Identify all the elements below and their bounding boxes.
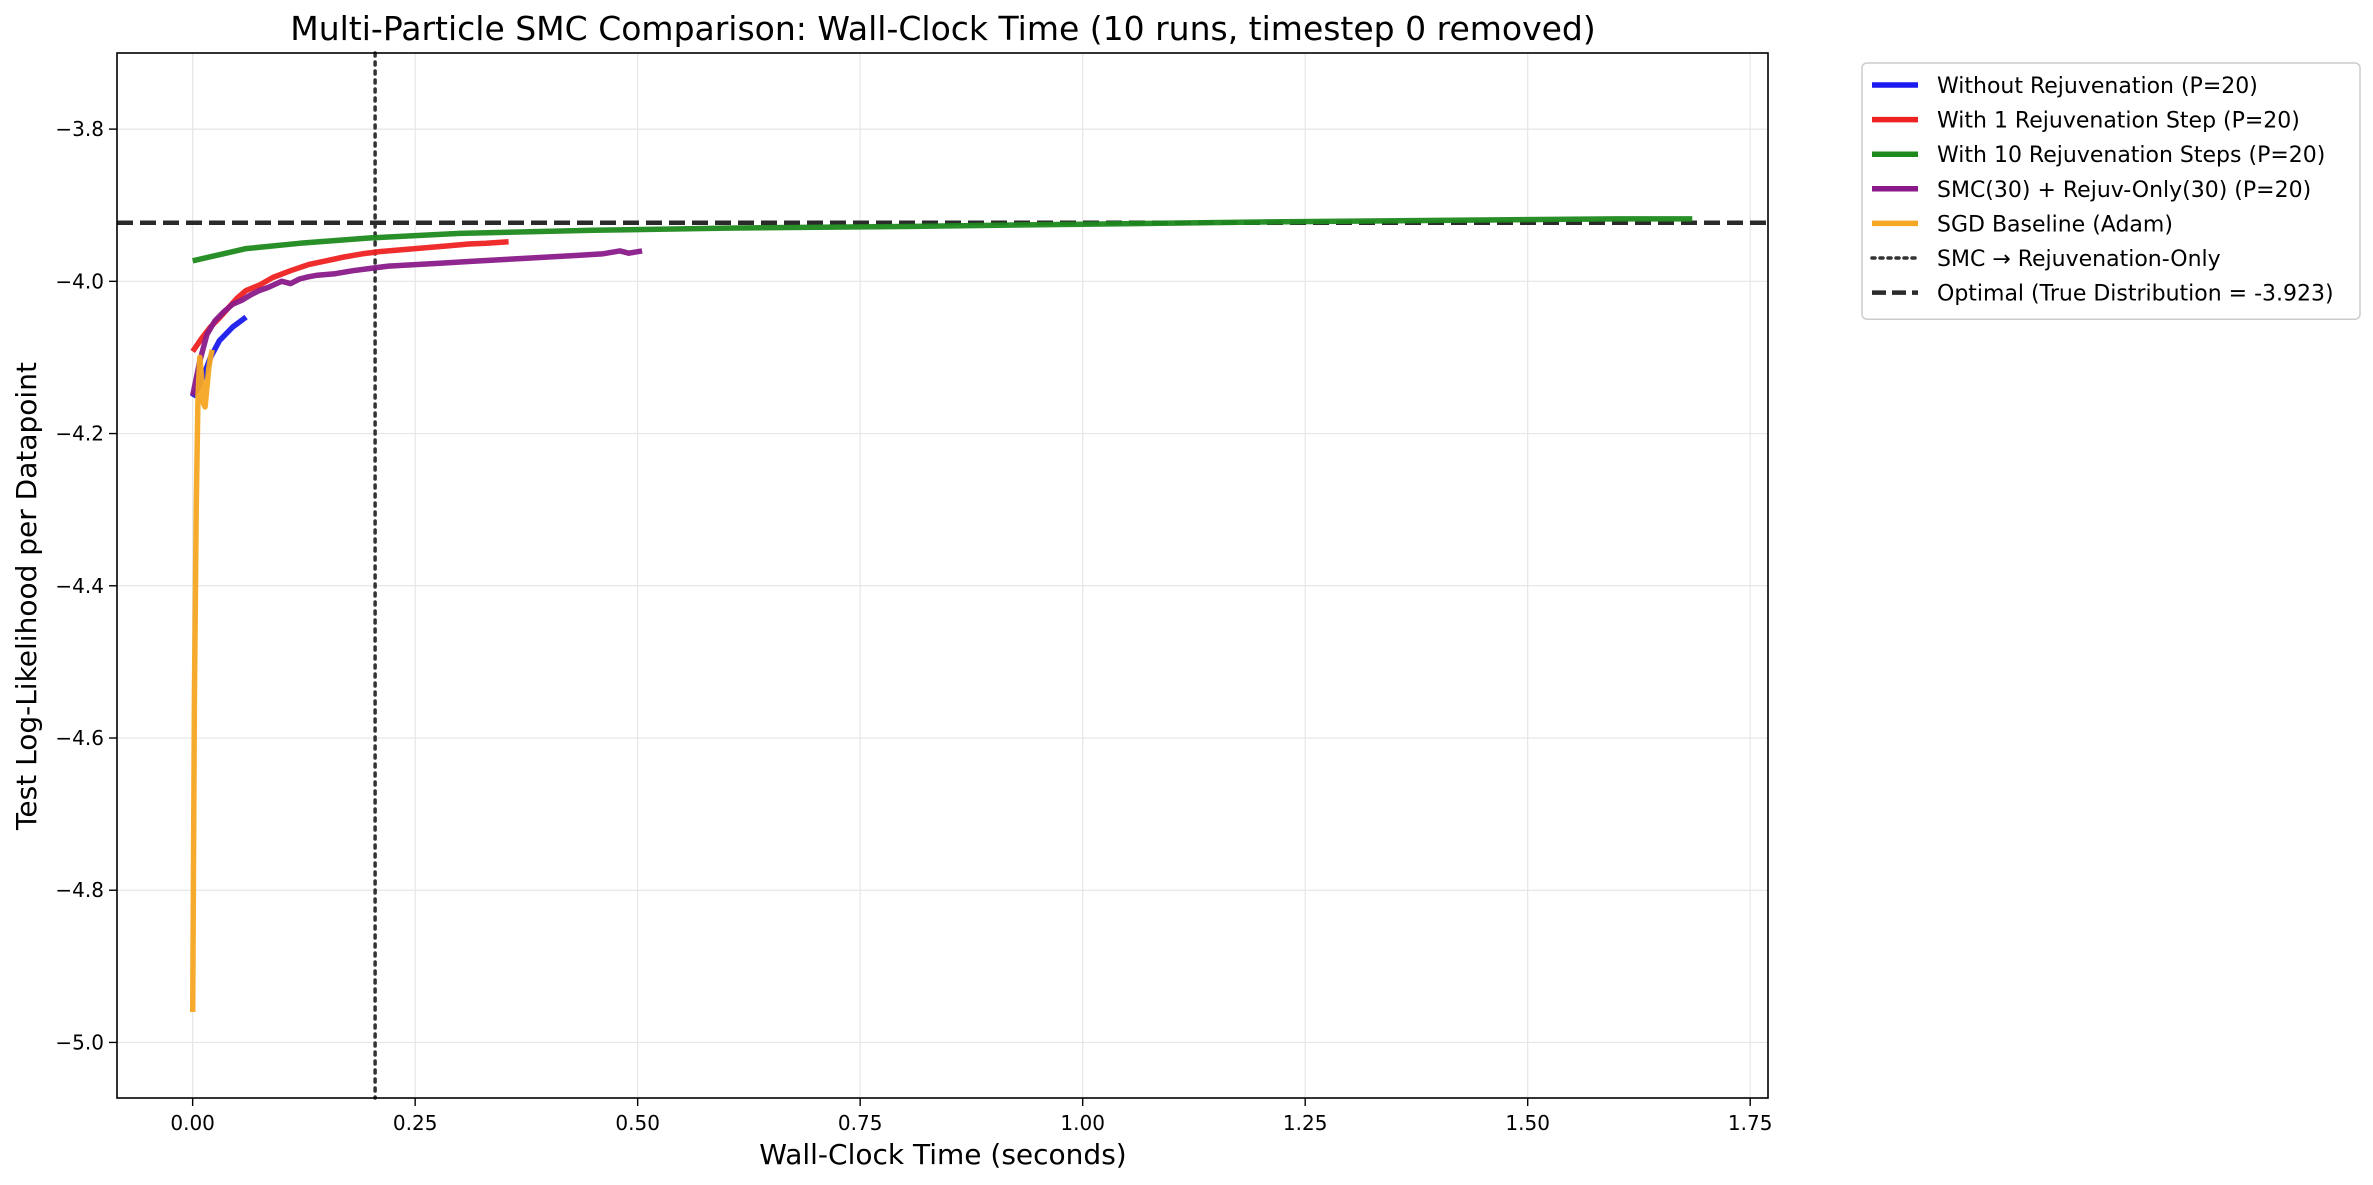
x-tick-label: 0.75 xyxy=(838,1111,883,1135)
legend-label: With 1 Rejuvenation Step (P=20) xyxy=(1937,109,2300,134)
x-tick-label: 1.50 xyxy=(1505,1111,1550,1135)
y-tick-label: −4.4 xyxy=(55,574,104,598)
y-tick-label: −5.0 xyxy=(55,1030,104,1054)
legend: Without Rejuvenation (P=20) With 1 Rejuve… xyxy=(1861,62,2361,320)
y-tick-label: −4.8 xyxy=(55,878,104,902)
series-line xyxy=(190,239,509,353)
y-tick-label: −4.6 xyxy=(55,726,104,750)
legend-label: SMC → Rejuvenation-Only xyxy=(1937,247,2221,272)
legend-box xyxy=(1861,62,2361,320)
series-line xyxy=(190,248,643,397)
legend-label: SMC(30) + Rejuv-Only(30) (P=20) xyxy=(1937,178,2311,203)
y-axis-label: Test Log-Likelihood per Datapoint xyxy=(10,362,43,831)
series-group xyxy=(189,216,1693,1013)
plot-frame xyxy=(116,52,1769,1099)
series-line xyxy=(189,349,215,1013)
y-tick-label: −4.2 xyxy=(55,422,104,446)
x-tick-label: 0.50 xyxy=(615,1111,660,1135)
legend-label: With 10 Rejuvenation Steps (P=20) xyxy=(1937,143,2325,168)
legend-label: Without Rejuvenation (P=20) xyxy=(1937,74,2258,99)
x-axis-label: Wall-Clock Time (seconds) xyxy=(759,1138,1126,1171)
plot-area: 0.00 0.25 0.50 0.75 1.00 1.25 1.50 1.75 −3.8 −4.0… xyxy=(55,51,1773,1135)
y-tick-label: −4.0 xyxy=(55,269,104,293)
legend-label: Optimal (True Distribution = -3.923) xyxy=(1937,282,2334,307)
y-tick-label: −3.8 xyxy=(55,117,104,141)
legend-label: SGD Baseline (Adam) xyxy=(1937,212,2173,237)
series-line xyxy=(192,216,1693,264)
chart-title: Multi-Particle SMC Comparison: Wall-Cloc… xyxy=(290,9,1595,48)
x-tick-label: 1.75 xyxy=(1728,1111,1773,1135)
x-tick-label: 1.25 xyxy=(1283,1111,1328,1135)
x-tick-label: 0.25 xyxy=(393,1111,438,1135)
x-tick-label: 0.00 xyxy=(170,1111,215,1135)
x-tick-label: 1.00 xyxy=(1060,1111,1105,1135)
